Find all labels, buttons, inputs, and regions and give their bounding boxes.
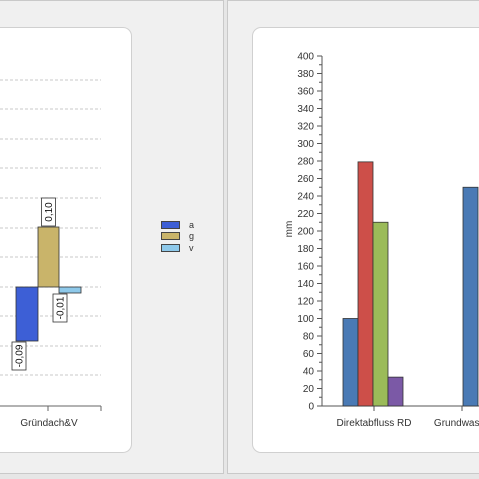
y-tick-label: 280 <box>297 157 314 168</box>
y-tick-label: 80 <box>303 332 315 343</box>
y-tick-label: 180 <box>297 244 314 255</box>
data-label: -0,09 <box>11 341 27 371</box>
data-label-box <box>11 341 27 371</box>
y-tick-label: 120 <box>297 297 314 308</box>
legend-item: v <box>161 242 194 254</box>
legend-label: g <box>189 231 195 242</box>
bar <box>387 376 404 407</box>
bar <box>372 221 389 407</box>
y-tick-label: 340 <box>297 104 314 115</box>
data-label-box <box>52 293 68 323</box>
bar <box>357 161 374 407</box>
data-label-text: -0,09 <box>15 344 26 367</box>
y-tick-label: 20 <box>303 384 315 395</box>
data-label: 0,10 <box>41 197 56 227</box>
y-tick-label: 400 <box>297 52 314 63</box>
legend-swatch <box>161 220 180 229</box>
bar <box>37 226 60 288</box>
bar <box>58 286 82 294</box>
x-tick-label: Gründach&V <box>20 418 78 429</box>
left-chart-panel <box>0 0 224 474</box>
y-tick-label: 60 <box>303 349 315 360</box>
y-tick-label: 200 <box>297 227 314 238</box>
data-label: -0,01 <box>52 293 68 323</box>
legend-swatch <box>161 232 180 241</box>
data-label-text: -0,01 <box>56 296 67 319</box>
left-chart-card <box>0 27 132 453</box>
y-tick-label: 380 <box>297 69 314 80</box>
y-tick-label: 160 <box>297 262 314 273</box>
y-tick-label: 260 <box>297 174 314 185</box>
y-axis-label: mm <box>284 221 295 238</box>
y-tick-label: 40 <box>303 367 315 378</box>
chart-legend: a g v <box>161 219 194 254</box>
bar <box>462 186 479 407</box>
bar <box>342 318 359 407</box>
y-tick-label: 220 <box>297 209 314 220</box>
y-axis-title: mm <box>284 221 295 238</box>
y-tick-label: 320 <box>297 122 314 133</box>
x-tick-label: Direktabfluss RD <box>336 418 411 429</box>
data-label-text: 0,10 <box>44 202 55 222</box>
legend-label: v <box>189 242 194 253</box>
y-tick-label: 240 <box>297 192 314 203</box>
legend-swatch <box>161 243 180 252</box>
legend-item: g <box>161 231 194 243</box>
y-tick-label: 300 <box>297 139 314 150</box>
y-tick-label: 0 <box>308 402 314 413</box>
legend-item: a <box>161 219 194 231</box>
y-tick-label: 360 <box>297 87 314 98</box>
x-tick-label: Grundwasse <box>434 418 479 429</box>
y-tick-label: 140 <box>297 279 314 290</box>
y-tick-label: 100 <box>297 314 314 325</box>
legend-label: a <box>189 219 195 230</box>
bar <box>15 286 39 342</box>
data-label-box <box>41 197 56 227</box>
